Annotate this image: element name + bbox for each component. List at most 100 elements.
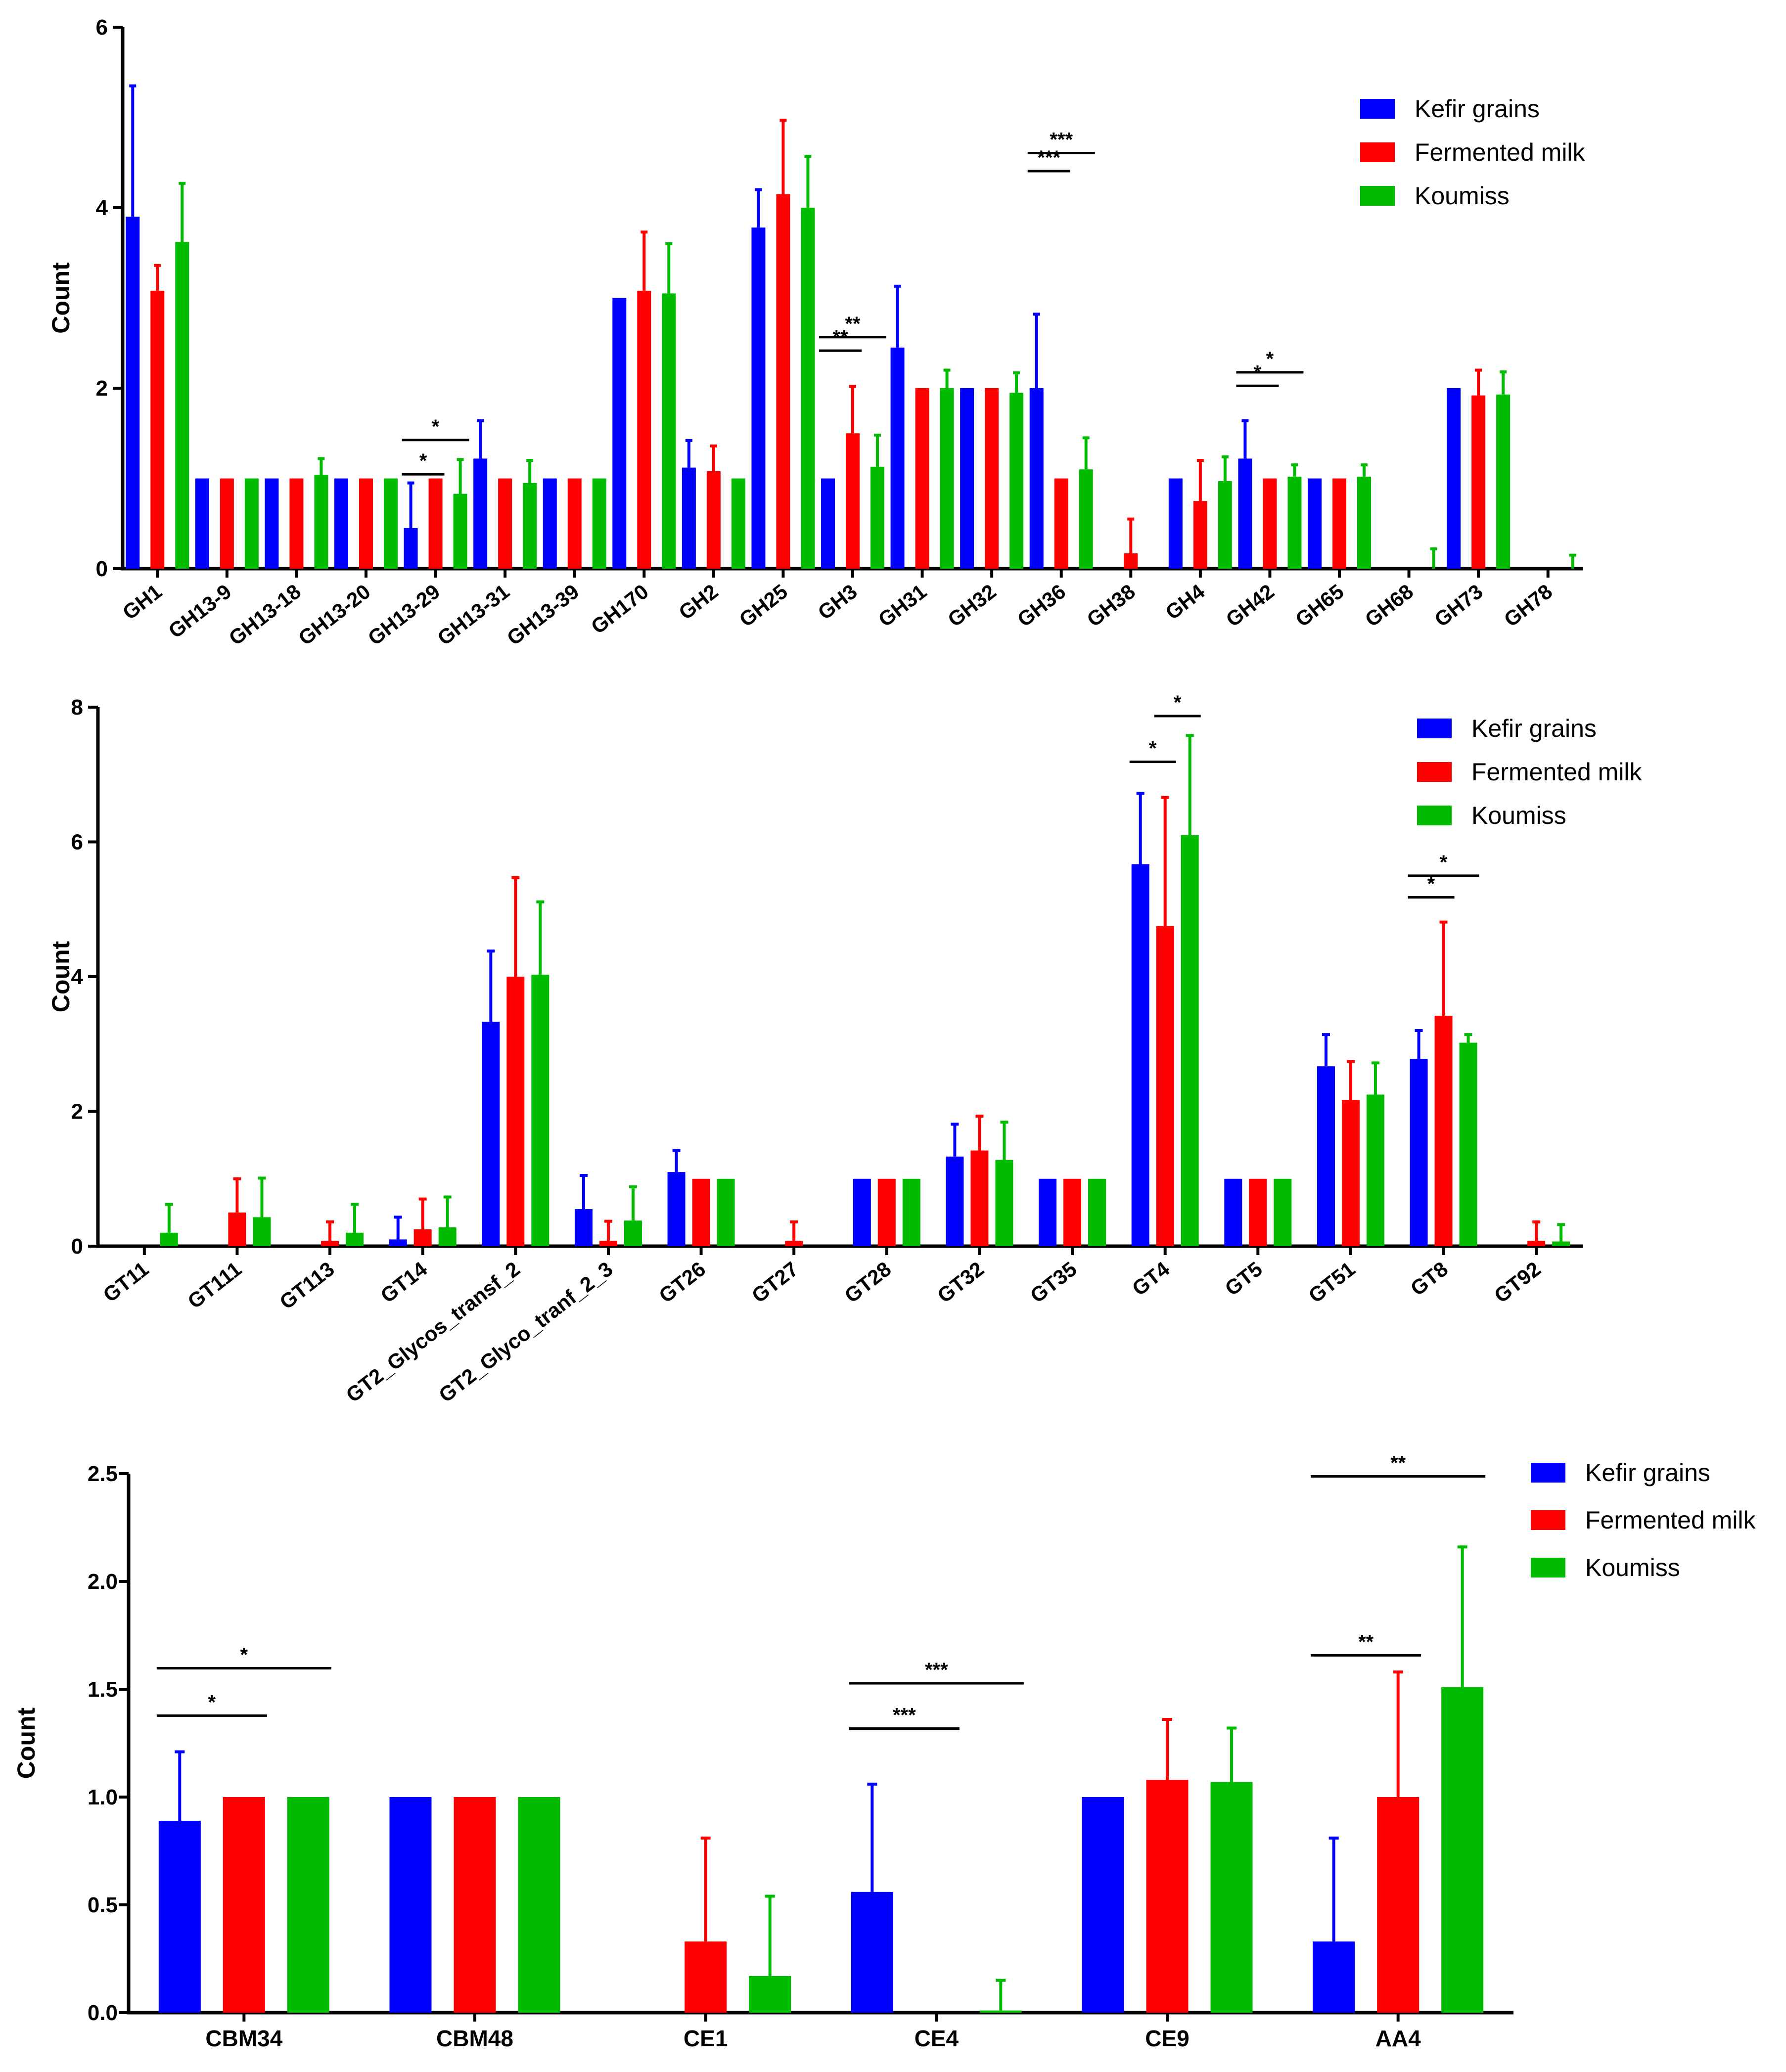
bar-gh36-koumiss (1079, 469, 1093, 569)
significance-label-gt8: * (1427, 873, 1435, 895)
bar-ce1-fermented-milk (685, 1941, 727, 2013)
bar-gh25-koumiss (801, 208, 815, 569)
bar-gh1-koumiss (175, 242, 189, 569)
bar-gt8-kefir-grains (1410, 1059, 1428, 1246)
y-tick-label: 0.5 (88, 1893, 118, 1917)
bar-gt5-kefir-grains (1224, 1178, 1242, 1246)
bar-aa4-kefir-grains (1313, 1941, 1355, 2013)
bar-gh13-29-kefir-grains (404, 528, 418, 569)
bar-gt4-kefir-grains (1131, 864, 1149, 1246)
x-tick-label-gh13-29: GH13-29 (364, 580, 444, 650)
bar-gh13-18-fermented-milk (289, 478, 304, 569)
bar-gt27-fermented-milk (785, 1241, 803, 1246)
bar-gh4-kefir-grains (1168, 478, 1183, 569)
significance-label-gh3: ** (845, 313, 861, 335)
bar-gt4-fermented-milk (1156, 926, 1174, 1246)
x-tick-label-gt8: GT8 (1406, 1257, 1452, 1300)
x-tick-label-gh25: GH25 (735, 580, 792, 631)
bar-ce9-kefir-grains (1082, 1797, 1124, 2013)
chart-panel-2: 0 2 4 6 8 Count GT11 GT111 GT113 GT14GT2_Glycos_t… (47, 692, 1643, 1407)
bar-gh65-koumiss (1357, 476, 1371, 569)
y-tick-label: 0.0 (88, 2001, 118, 2025)
bar-gt2-glycos-transf-2-koumiss (531, 974, 550, 1246)
x-tick-label-gh13-20: GH13-20 (294, 580, 374, 650)
bar-gt8-koumiss (1459, 1042, 1477, 1246)
legend-swatch-kefir-grains (1417, 719, 1452, 738)
chart-panel-1: 0246CountGH1GH13-9GH13-18GH13-20GH13-29G… (47, 15, 1586, 650)
bar-gt92-fermented-milk (1527, 1241, 1546, 1246)
y-axis-label: Count (47, 262, 75, 334)
significance-label-gh42: * (1266, 348, 1274, 370)
bar-gt2-glyco-tranf-2-3-fermented-milk (599, 1241, 617, 1246)
bar-gh31-fermented-milk (915, 388, 929, 569)
x-tick-label-gt2-glyco-tranf-2-3: GT2_Glyco_tranf_2_3 (434, 1257, 617, 1407)
x-tick-label-gt2-glycos-transf-2: GT2_Glycos_transf_2 (342, 1257, 524, 1407)
bar-gt14-fermented-milk (413, 1229, 432, 1246)
bar-gh13-31-fermented-milk (498, 478, 512, 569)
bar-gt5-koumiss (1274, 1178, 1292, 1246)
x-tick-label-gh13-18: GH13-18 (225, 580, 305, 650)
x-tick-label-gt92: GT92 (1490, 1257, 1545, 1307)
significance-label-gh13-29: * (432, 416, 440, 438)
bar-gt35-kefir-grains (1039, 1178, 1057, 1246)
x-tick-label-gh36: GH36 (1013, 580, 1070, 631)
bar-ce4-kefir-grains (851, 1892, 893, 2013)
x-tick-label-gt27: GT27 (747, 1257, 803, 1307)
bar-gt14-kefir-grains (389, 1239, 407, 1246)
bar-gt11-koumiss (160, 1232, 178, 1246)
legend-label-fermented-milk: Fermented milk (1585, 1506, 1756, 1534)
bar-gt2-glycos-transf-2-fermented-milk (506, 977, 525, 1246)
bar-ce9-koumiss (1210, 1782, 1253, 2013)
bar-gh31-koumiss (940, 388, 954, 569)
bar-gt26-kefir-grains (667, 1172, 686, 1246)
significance-label-aa4: ** (1390, 1452, 1406, 1474)
bar-gh170-fermented-milk (637, 290, 651, 569)
bar-gh36-kefir-grains (1029, 388, 1044, 569)
bar-gt14-koumiss (438, 1227, 457, 1246)
bar-gt111-koumiss (253, 1217, 271, 1246)
x-tick-label-gh38: GH38 (1082, 580, 1139, 631)
bar-gt113-fermented-milk (321, 1241, 339, 1246)
x-tick-label-gt113: GT113 (275, 1257, 338, 1314)
y-tick-label: 0 (71, 1234, 83, 1259)
bar-cbm34-fermented-milk (223, 1797, 265, 2013)
y-tick-label: 2.0 (88, 1570, 118, 1594)
legend-label-kefir-grains: Kefir grains (1415, 95, 1540, 123)
bar-cbm34-kefir-grains (158, 1820, 201, 2013)
bar-gh1-kefir-grains (126, 217, 140, 569)
bar-gh2-kefir-grains (682, 467, 696, 569)
bar-gh25-fermented-milk (776, 194, 790, 569)
bar-gt32-koumiss (995, 1160, 1013, 1246)
x-tick-label-gt35: GT35 (1026, 1257, 1081, 1307)
x-tick-label-gh78: GH78 (1500, 580, 1557, 631)
legend-label-koumiss: Koumiss (1585, 1554, 1680, 1581)
bar-cbm48-koumiss (518, 1797, 560, 2013)
bar-cbm48-kefir-grains (389, 1797, 432, 2013)
bar-gt35-koumiss (1088, 1178, 1106, 1246)
x-tick-label-gh2: GH2 (674, 580, 722, 624)
axes-lines (127, 1474, 1513, 2015)
x-tick-label-gt5: GT5 (1221, 1257, 1267, 1300)
bar-aa4-fermented-milk (1377, 1797, 1420, 2013)
y-tick-label: 2 (96, 376, 108, 401)
bar-gt26-fermented-milk (692, 1178, 710, 1246)
y-tick-label: 2.5 (88, 1462, 118, 1486)
x-tick-label-gt26: GT26 (654, 1257, 710, 1307)
bar-gh42-fermented-milk (1263, 478, 1277, 569)
bar-gt111-fermented-milk (228, 1212, 246, 1246)
bar-gh13-9-koumiss (244, 478, 259, 569)
legend-swatch-koumiss (1360, 186, 1395, 206)
bar-gt2-glyco-tranf-2-3-kefir-grains (574, 1209, 593, 1246)
bar-gh13-18-kefir-grains (265, 478, 279, 569)
x-tick-label-gt111: GT111 (183, 1257, 246, 1313)
bar-gh32-koumiss (1009, 393, 1024, 569)
bar-cbm34-koumiss (287, 1797, 329, 2013)
significance-label-gh13-29: * (419, 450, 427, 472)
x-tick-label-ce1: CE1 (684, 2026, 728, 2051)
y-axis-label: Count (47, 941, 75, 1012)
bar-gh25-kefir-grains (751, 227, 766, 569)
x-tick-label-gt11: GT11 (98, 1257, 153, 1306)
bar-gh13-31-kefir-grains (473, 458, 488, 569)
axes-lines (96, 707, 1583, 1248)
